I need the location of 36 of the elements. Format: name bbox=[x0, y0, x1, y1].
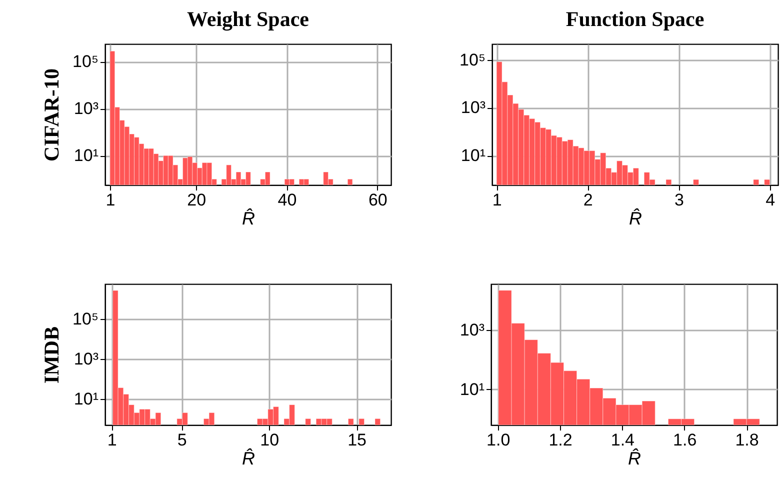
y-axis-title: IMDB bbox=[40, 326, 64, 384]
x-tick-label: 10 bbox=[260, 430, 280, 450]
x-tick-label: 3 bbox=[674, 190, 684, 210]
y-tick-label: 10⁵ bbox=[72, 310, 98, 329]
x-tick-label: 1 bbox=[106, 190, 116, 210]
x-tick-label: 1 bbox=[107, 430, 117, 450]
x-tick-label: 15 bbox=[348, 430, 366, 450]
x-tick-label: 1.6 bbox=[673, 430, 697, 450]
x-tick-label: 5 bbox=[177, 430, 187, 450]
x-tick-label: 40 bbox=[278, 190, 297, 210]
x-axis-title: R̂ bbox=[629, 208, 642, 228]
x-tick-label: 4 bbox=[766, 190, 776, 210]
x-tick-label: 1.4 bbox=[610, 430, 635, 450]
y-tick-label: 10¹ bbox=[460, 146, 486, 166]
y-tick-label: 10¹ bbox=[460, 380, 485, 399]
x-tick-label: 20 bbox=[187, 190, 206, 210]
y-tick-label: 10¹ bbox=[74, 389, 99, 408]
y-tick-label: 10⁵ bbox=[460, 50, 486, 70]
x-axis-title: R̂ bbox=[242, 208, 255, 228]
y-tick-label: 10⁵ bbox=[72, 52, 98, 72]
y-tick-label: 10³ bbox=[460, 320, 485, 340]
x-axis-title: R̂ bbox=[242, 448, 255, 468]
x-tick-label: 1.0 bbox=[486, 430, 510, 450]
x-tick-label: 1.8 bbox=[735, 430, 759, 450]
y-tick-label: 10³ bbox=[74, 349, 99, 368]
x-axis-title: R̂ bbox=[628, 448, 641, 468]
y-axis-title: CIFAR-10 bbox=[40, 68, 64, 162]
y-tick-label: 10³ bbox=[74, 99, 99, 118]
x-tick-label: 1.2 bbox=[548, 430, 572, 450]
x-tick-label: 2 bbox=[583, 190, 593, 210]
chart-title: Function Space bbox=[566, 7, 704, 31]
x-tick-label: 1 bbox=[492, 190, 502, 210]
y-tick-label: 10³ bbox=[460, 98, 486, 118]
y-tick-label: 10¹ bbox=[74, 146, 99, 166]
chart-title: Weight Space bbox=[187, 7, 309, 31]
x-tick-label: 60 bbox=[368, 190, 388, 210]
